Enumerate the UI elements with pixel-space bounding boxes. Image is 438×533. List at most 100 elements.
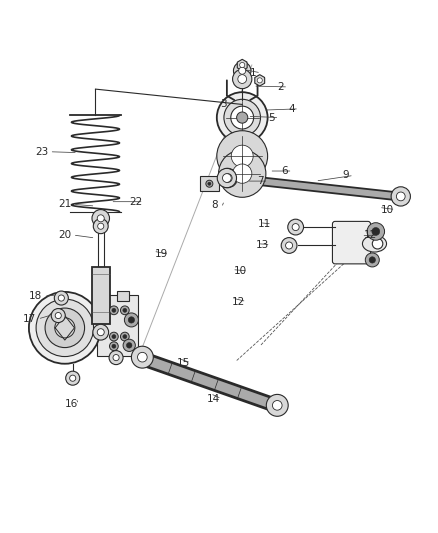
Circle shape bbox=[218, 168, 237, 188]
Text: 12: 12 bbox=[232, 296, 245, 306]
Circle shape bbox=[231, 106, 254, 129]
Polygon shape bbox=[237, 59, 247, 71]
Text: 15: 15 bbox=[177, 358, 190, 368]
Circle shape bbox=[123, 339, 135, 351]
Circle shape bbox=[372, 238, 383, 249]
Circle shape bbox=[54, 291, 68, 305]
Circle shape bbox=[112, 308, 116, 312]
Circle shape bbox=[272, 400, 282, 410]
Circle shape bbox=[239, 67, 246, 74]
Text: 10: 10 bbox=[233, 266, 247, 276]
Text: 8: 8 bbox=[211, 200, 218, 210]
Circle shape bbox=[223, 174, 231, 182]
Circle shape bbox=[98, 223, 104, 229]
Circle shape bbox=[97, 215, 104, 222]
Polygon shape bbox=[142, 353, 275, 410]
Circle shape bbox=[120, 332, 129, 341]
Polygon shape bbox=[231, 174, 399, 200]
Text: 23: 23 bbox=[35, 147, 48, 157]
Circle shape bbox=[127, 343, 132, 348]
Circle shape bbox=[223, 174, 232, 182]
Text: 22: 22 bbox=[129, 197, 142, 207]
Text: 9: 9 bbox=[343, 171, 350, 180]
Circle shape bbox=[217, 92, 268, 143]
Text: 11: 11 bbox=[258, 219, 271, 229]
Circle shape bbox=[124, 313, 138, 327]
Circle shape bbox=[365, 253, 379, 267]
Circle shape bbox=[123, 335, 127, 338]
Circle shape bbox=[233, 62, 251, 79]
Circle shape bbox=[55, 318, 75, 338]
Circle shape bbox=[372, 228, 380, 236]
Text: 6: 6 bbox=[281, 166, 288, 176]
Text: 13: 13 bbox=[256, 240, 269, 249]
Circle shape bbox=[113, 354, 119, 361]
Circle shape bbox=[55, 312, 61, 319]
Circle shape bbox=[66, 371, 80, 385]
Circle shape bbox=[93, 324, 109, 340]
Text: 4: 4 bbox=[288, 104, 295, 114]
Circle shape bbox=[231, 145, 253, 167]
Circle shape bbox=[240, 62, 245, 68]
Circle shape bbox=[233, 69, 252, 88]
FancyBboxPatch shape bbox=[200, 176, 219, 191]
Circle shape bbox=[128, 317, 134, 323]
Circle shape bbox=[51, 309, 65, 322]
Circle shape bbox=[219, 150, 266, 197]
Text: 18: 18 bbox=[29, 291, 42, 301]
Circle shape bbox=[266, 394, 288, 416]
Circle shape bbox=[123, 308, 127, 312]
FancyBboxPatch shape bbox=[92, 268, 110, 324]
Text: 17: 17 bbox=[23, 314, 36, 324]
Ellipse shape bbox=[362, 236, 387, 252]
Circle shape bbox=[110, 342, 118, 351]
FancyBboxPatch shape bbox=[332, 221, 371, 264]
Text: 1: 1 bbox=[250, 68, 257, 78]
Circle shape bbox=[391, 187, 410, 206]
Circle shape bbox=[238, 75, 247, 84]
Circle shape bbox=[112, 335, 116, 338]
Circle shape bbox=[138, 352, 147, 362]
Text: 12: 12 bbox=[364, 230, 377, 240]
Polygon shape bbox=[255, 75, 265, 86]
Text: 20: 20 bbox=[58, 230, 71, 240]
Text: 7: 7 bbox=[257, 176, 264, 186]
Circle shape bbox=[110, 306, 118, 314]
Circle shape bbox=[396, 192, 405, 201]
Circle shape bbox=[224, 99, 261, 136]
Circle shape bbox=[367, 223, 385, 240]
Text: 14: 14 bbox=[207, 394, 220, 404]
Circle shape bbox=[288, 219, 304, 235]
Circle shape bbox=[217, 131, 268, 182]
Circle shape bbox=[36, 299, 94, 357]
Circle shape bbox=[92, 209, 110, 227]
FancyBboxPatch shape bbox=[98, 231, 104, 268]
Circle shape bbox=[93, 219, 108, 233]
Circle shape bbox=[109, 351, 123, 365]
Circle shape bbox=[97, 329, 104, 336]
Circle shape bbox=[110, 332, 118, 341]
FancyBboxPatch shape bbox=[117, 290, 129, 301]
FancyBboxPatch shape bbox=[97, 295, 138, 356]
Text: 3: 3 bbox=[220, 99, 227, 109]
Circle shape bbox=[70, 375, 76, 381]
Text: 2: 2 bbox=[277, 82, 284, 92]
Circle shape bbox=[120, 306, 129, 314]
Circle shape bbox=[131, 346, 153, 368]
Circle shape bbox=[217, 168, 237, 188]
Circle shape bbox=[292, 223, 299, 231]
Text: 10: 10 bbox=[381, 205, 394, 215]
Circle shape bbox=[281, 238, 297, 253]
Circle shape bbox=[45, 308, 85, 348]
Circle shape bbox=[58, 295, 64, 301]
Circle shape bbox=[29, 292, 101, 364]
Circle shape bbox=[237, 112, 248, 123]
Circle shape bbox=[208, 182, 211, 185]
Circle shape bbox=[286, 242, 293, 249]
Text: 19: 19 bbox=[155, 249, 168, 259]
Text: 21: 21 bbox=[58, 199, 71, 209]
Circle shape bbox=[257, 78, 262, 83]
Circle shape bbox=[369, 257, 375, 263]
Circle shape bbox=[112, 344, 116, 348]
Circle shape bbox=[233, 164, 252, 183]
